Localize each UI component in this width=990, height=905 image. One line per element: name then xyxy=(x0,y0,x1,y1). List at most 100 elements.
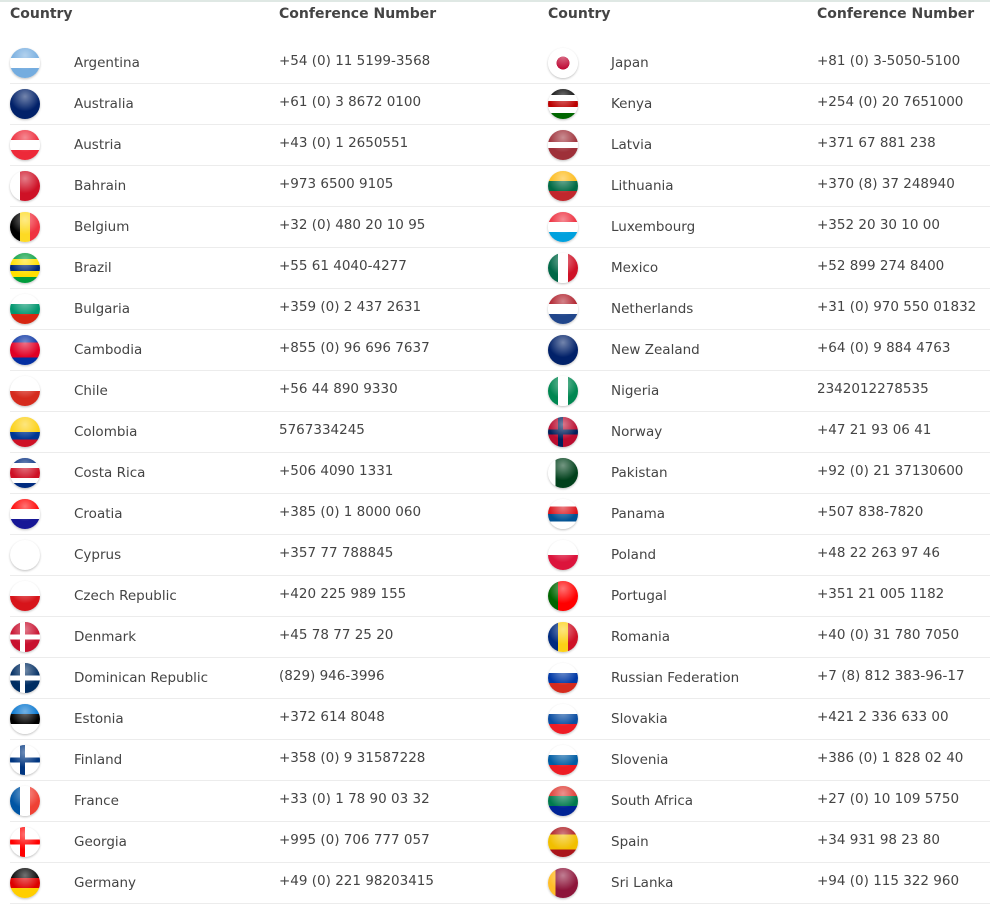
flag-icon xyxy=(548,663,578,693)
conference-number: +507 838-7820 xyxy=(817,504,924,520)
table-row: Japan +81 (0) 3-5050-5100 xyxy=(538,43,990,84)
flag-icon xyxy=(548,622,578,652)
country-name: Finland xyxy=(74,752,123,768)
header-country: Country xyxy=(10,6,73,22)
country-name: Nigeria xyxy=(611,383,660,399)
country-name: Denmark xyxy=(74,629,137,645)
conference-number: +506 4090 1331 xyxy=(279,463,394,479)
country-name: Colombia xyxy=(74,424,138,440)
conference-table-right: Country Conference Number Japan +81 (0) 3… xyxy=(538,0,990,904)
country-name: Mexico xyxy=(611,260,659,276)
flag-icon xyxy=(10,581,40,611)
flag-icon xyxy=(548,294,578,324)
conference-number: +855 (0) 96 696 7637 xyxy=(279,340,430,356)
conference-number: +973 6500 9105 xyxy=(279,176,394,192)
flag-icon xyxy=(548,458,578,488)
flag-icon xyxy=(10,704,40,734)
table-row: Australia +61 (0) 3 8672 0100 xyxy=(10,84,540,125)
country-name: Spain xyxy=(611,834,649,850)
country-name: Bulgaria xyxy=(74,301,130,317)
flag-icon xyxy=(10,786,40,816)
country-name: Croatia xyxy=(74,506,123,522)
table-row: Poland +48 22 263 97 46 xyxy=(538,535,990,576)
table-row: Croatia +385 (0) 1 8000 060 xyxy=(10,494,540,535)
header-conference-number: Conference Number xyxy=(279,6,437,22)
top-border xyxy=(0,0,990,2)
country-name: Cambodia xyxy=(74,342,143,358)
flag-icon xyxy=(548,581,578,611)
country-name: Norway xyxy=(611,424,663,440)
country-name: Belgium xyxy=(74,219,130,235)
flag-icon xyxy=(10,294,40,324)
conference-number: +27 (0) 10 109 5750 xyxy=(817,791,960,807)
flag-icon xyxy=(548,253,578,283)
conference-number: +371 67 881 238 xyxy=(817,135,936,151)
conference-number: +358 (0) 9 31587228 xyxy=(279,750,426,766)
flag-icon xyxy=(10,622,40,652)
country-name: Brazil xyxy=(74,260,112,276)
flag-icon xyxy=(548,48,578,78)
country-name: Lithuania xyxy=(611,178,674,194)
conference-number: +43 (0) 1 2650551 xyxy=(279,135,409,151)
flag-icon xyxy=(10,212,40,242)
flag-icon xyxy=(548,827,578,857)
conference-number: +45 78 77 25 20 xyxy=(279,627,394,643)
country-name: Japan xyxy=(611,55,649,71)
table-row: Slovakia +421 2 336 633 00 xyxy=(538,699,990,740)
conference-number: +372 614 8048 xyxy=(279,709,385,725)
table-row: Czech Republic +420 225 989 155 xyxy=(10,576,540,617)
flag-icon xyxy=(548,540,578,570)
conference-number: +48 22 263 97 46 xyxy=(817,545,940,561)
country-name: Dominican Republic xyxy=(74,670,209,686)
country-name: Australia xyxy=(74,96,134,112)
flag-icon xyxy=(548,417,578,447)
conference-number: 2342012278535 xyxy=(817,381,929,397)
table-row: New Zealand +64 (0) 9 884 4763 xyxy=(538,330,990,371)
country-name: Poland xyxy=(611,547,657,563)
conference-number: +385 (0) 1 8000 060 xyxy=(279,504,422,520)
table-row: Estonia +372 614 8048 xyxy=(10,699,540,740)
flag-icon xyxy=(548,89,578,119)
conference-number: +61 (0) 3 8672 0100 xyxy=(279,94,422,110)
country-name: New Zealand xyxy=(611,342,700,358)
flag-icon xyxy=(10,89,40,119)
conference-number: +81 (0) 3-5050-5100 xyxy=(817,53,961,69)
conference-number: +421 2 336 633 00 xyxy=(817,709,949,725)
table-row: Denmark +45 78 77 25 20 xyxy=(10,617,540,658)
country-name: Portugal xyxy=(611,588,667,604)
country-name: Pakistan xyxy=(611,465,668,481)
flag-icon xyxy=(10,376,40,406)
country-name: Austria xyxy=(74,137,122,153)
flag-icon xyxy=(10,253,40,283)
flag-icon xyxy=(10,540,40,570)
table-row: Belgium +32 (0) 480 20 10 95 xyxy=(10,207,540,248)
conference-number: +55 61 4040-4277 xyxy=(279,258,407,274)
table-row: Spain +34 931 98 23 80 xyxy=(538,822,990,863)
flag-icon xyxy=(10,458,40,488)
table-row: Portugal +351 21 005 1182 xyxy=(538,576,990,617)
table-body: Japan +81 (0) 3-5050-5100 Kenya +254 (0) 20… xyxy=(538,43,990,904)
table-row: Argentina +54 (0) 11 5199-3568 xyxy=(10,43,540,84)
table-row: Dominican Republic (829) 946-3996 xyxy=(10,658,540,699)
flag-icon xyxy=(548,376,578,406)
country-name: Argentina xyxy=(74,55,140,71)
country-name: Netherlands xyxy=(611,301,694,317)
conference-number: (829) 946-3996 xyxy=(279,668,385,684)
table-row: Brazil +55 61 4040-4277 xyxy=(10,248,540,289)
table-row: Kenya +254 (0) 20 7651000 xyxy=(538,84,990,125)
table-row: Cyprus +357 77 788845 xyxy=(10,535,540,576)
conference-number: +352 20 30 10 00 xyxy=(817,217,940,233)
conference-number: +31 (0) 970 550 01832 xyxy=(817,299,977,315)
conference-number: +52 899 274 8400 xyxy=(817,258,945,274)
conference-number: +92 (0) 21 37130600 xyxy=(817,463,964,479)
conference-number: +54 (0) 11 5199-3568 xyxy=(279,53,431,69)
country-name: Estonia xyxy=(74,711,124,727)
conference-number: +64 (0) 9 884 4763 xyxy=(817,340,951,356)
country-name: Panama xyxy=(611,506,666,522)
country-name: Chile xyxy=(74,383,108,399)
flag-icon xyxy=(548,335,578,365)
flag-icon xyxy=(548,171,578,201)
country-name: Kenya xyxy=(611,96,653,112)
conference-number: +49 (0) 221 98203415 xyxy=(279,873,434,889)
table-row: Colombia 5767334245 xyxy=(10,412,540,453)
